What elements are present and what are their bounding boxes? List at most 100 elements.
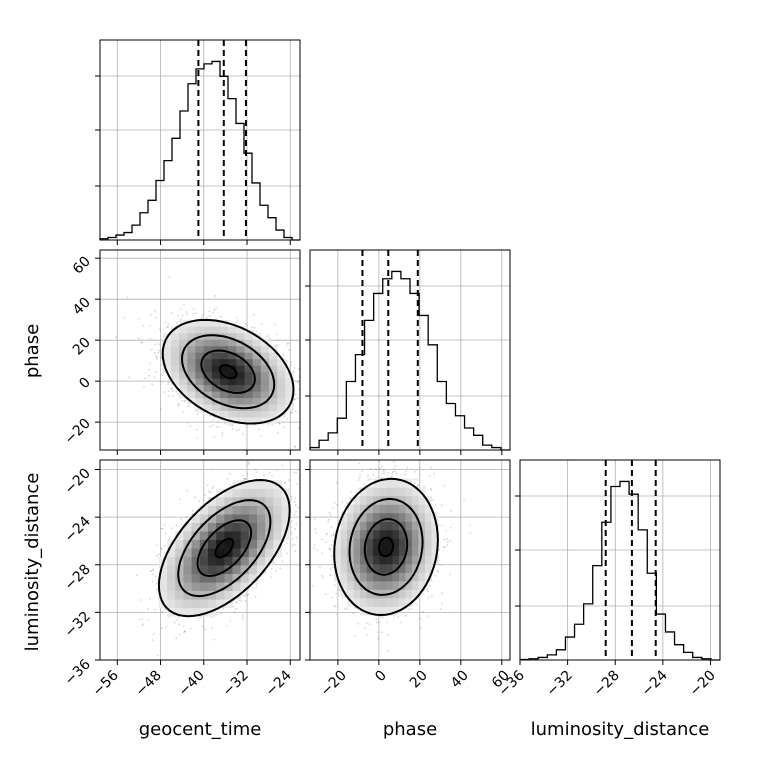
scatter-luminosity-distance-vs-geocent-time-point: [288, 479, 290, 481]
scatter-phase-vs-geocent-time-density-cell: [195, 378, 204, 386]
scatter-luminosity-distance-vs-geocent-time-density-cell: [240, 514, 250, 523]
scatter-luminosity-distance-vs-geocent-time-density-cell: [207, 599, 217, 609]
scatter-phase-vs-geocent-time-point: [196, 413, 199, 416]
scatter-luminosity-distance-vs-geocent-time-point: [202, 499, 205, 502]
scatter-luminosity-distance-vs-geocent-time-density-cell: [273, 539, 282, 549]
scatter-phase-vs-geocent-time-point: [115, 336, 118, 339]
y-tick-label-phase-3: 0: [76, 375, 94, 393]
scatter-phase-vs-geocent-time-density-cell: [285, 378, 294, 386]
scatter-luminosity-distance-vs-geocent-time-point: [176, 618, 179, 621]
scatter-phase-vs-geocent-time-point: [289, 361, 292, 364]
scatter-phase-vs-geocent-time-density-cell: [252, 358, 262, 366]
scatter-phase-vs-geocent-time-density-cell: [228, 397, 237, 405]
x-tick-label-ld-2: −28: [591, 668, 623, 700]
scatter-luminosity-distance-vs-geocent-time-point: [185, 516, 188, 519]
scatter-phase-vs-geocent-time-point: [168, 395, 170, 398]
scatter-luminosity-distance-vs-geocent-time-density-cell: [232, 505, 242, 515]
scatter-phase-vs-geocent-time-density-cell: [219, 378, 229, 386]
hist-geocent-time-bin-20: [260, 205, 268, 240]
scatter-phase-vs-geocent-time-density-cell: [211, 391, 221, 399]
scatter-luminosity-distance-vs-geocent-time-density-cell: [281, 531, 291, 540]
scatter-phase-vs-geocent-time-density-cell: [211, 410, 221, 418]
scatter-phase-vs-geocent-time-density-cell: [162, 339, 172, 347]
scatter-luminosity-distance-vs-geocent-time-point: [247, 463, 250, 465]
scatter-phase-vs-geocent-time-density-cell: [244, 352, 254, 360]
y-tick-label-ld-2: −28: [62, 562, 94, 594]
scatter-luminosity-distance-vs-geocent-time-point: [293, 514, 296, 517]
hist-luminosity-distance-bin-6: [575, 624, 584, 660]
scatter-phase-vs-geocent-time-point: [158, 343, 161, 346]
x-tick-label-ld-4: −20: [687, 668, 719, 700]
scatter-luminosity-distance-vs-geocent-time-point: [156, 654, 159, 657]
scatter-luminosity-distance-vs-geocent-time-point: [252, 587, 254, 589]
scatter-luminosity-distance-vs-geocent-time-density-cell: [265, 556, 274, 566]
scatter-luminosity-distance-vs-geocent-time-density-cell: [183, 599, 193, 609]
scatter-luminosity-distance-vs-geocent-time-density-cell: [167, 590, 176, 600]
scatter-phase-vs-geocent-time-density-cell: [228, 410, 237, 418]
scatter-luminosity-distance-vs-geocent-time-density-cell: [158, 565, 168, 575]
scatter-phase-vs-geocent-time-point: [244, 323, 247, 325]
scatter-phase-vs-geocent-time-density-cell: [228, 371, 237, 379]
scatter-luminosity-distance-vs-geocent-time-density-cell: [199, 531, 209, 540]
scatter-phase-vs-geocent-time-density-cell: [236, 410, 245, 418]
scatter-phase-vs-geocent-time-point: [252, 330, 254, 333]
scatter-phase-vs-geocent-time-point: [165, 326, 168, 328]
scatter-luminosity-distance-vs-geocent-time-point: [297, 506, 300, 509]
scatter-luminosity-distance-vs-geocent-time-density-cell: [183, 531, 193, 540]
scatter-phase-vs-geocent-time-point: [296, 380, 299, 382]
scatter-phase-vs-geocent-time-point: [276, 339, 279, 341]
scatter-phase-vs-geocent-time-point: [215, 425, 218, 428]
scatter-luminosity-distance-vs-geocent-time-density-cell: [216, 548, 225, 558]
scatter-phase-vs-geocent-time-density-cell: [195, 319, 204, 327]
scatter-luminosity-distance-vs-geocent-time-density-cell: [216, 531, 225, 540]
scatter-luminosity-distance-vs-geocent-time-point: [141, 618, 144, 620]
scatter-phase-vs-geocent-time-point: [183, 303, 185, 306]
scatter-luminosity-distance-vs-geocent-time-point: [156, 544, 159, 547]
scatter-phase-vs-geocent-time-point: [311, 442, 313, 444]
scatter-phase-vs-geocent-time-density-cell: [260, 345, 270, 353]
scatter-phase-vs-geocent-time-point: [255, 330, 258, 333]
scatter-luminosity-distance-vs-geocent-time-point: [208, 490, 210, 492]
scatter-luminosity-distance-vs-geocent-time-point: [202, 625, 204, 628]
scatter-luminosity-distance-vs-geocent-time-density-cell: [167, 556, 176, 566]
hist-geocent-time-bin-19: [252, 183, 260, 240]
scatter-phase-vs-geocent-time-point: [224, 422, 227, 425]
scatter-phase-vs-geocent-time-density-cell: [236, 365, 245, 373]
scatter-luminosity-distance-vs-geocent-time-point: [208, 491, 211, 494]
scatter-phase-vs-geocent-time-point: [251, 326, 254, 329]
scatter-phase-vs-geocent-time-point: [260, 435, 262, 437]
scatter-phase-vs-geocent-time-density-cell: [187, 371, 196, 379]
scatter-phase-vs-geocent-time-density-cell: [195, 365, 204, 373]
scatter-luminosity-distance-vs-geocent-time-point: [151, 568, 154, 571]
scatter-luminosity-distance-vs-geocent-time-density-cell: [257, 565, 266, 575]
scatter-phase-vs-geocent-time-density-cell: [260, 417, 270, 424]
scatter-luminosity-distance-vs-geocent-time: [95, 459, 301, 665]
scatter-phase-vs-geocent-time-point: [287, 342, 290, 345]
hist-luminosity-distance-outline: [519, 480, 720, 661]
hist-phase-bin-15: [446, 404, 455, 450]
scatter-phase-vs-geocent-time-density-cell: [260, 352, 270, 360]
scatter-phase-vs-geocent-time-point: [194, 312, 197, 315]
scatter-phase-vs-geocent-time-point: [278, 422, 281, 425]
scatter-phase-vs-geocent-time-point: [168, 275, 171, 278]
scatter-phase-vs-geocent-time-density-cell: [236, 384, 245, 392]
scatter-luminosity-distance-vs-geocent-time-density-cell: [232, 573, 242, 583]
scatter-phase-vs-geocent-time-point: [159, 328, 161, 331]
scatter-luminosity-distance-vs-geocent-time-point: [255, 583, 258, 585]
scatter-phase-vs-geocent-time-density-cell: [195, 352, 204, 360]
scatter-luminosity-distance-vs-geocent-time-density-cell: [158, 582, 168, 592]
scatter-phase-vs-geocent-time-point: [170, 388, 173, 390]
scatter-phase-vs-geocent-time-point: [179, 308, 182, 310]
scatter-phase-vs-geocent-time-point: [154, 343, 157, 346]
hist-geocent-time-bin-3: [124, 233, 132, 240]
scatter-phase-vs-geocent-time-density-cell: [219, 326, 229, 334]
scatter-luminosity-distance-vs-geocent-time-density-cell: [175, 531, 184, 540]
scatter-phase-vs-geocent-time-density-cell: [252, 339, 262, 347]
scatter-phase-vs-geocent-time-point: [312, 400, 314, 402]
scatter-phase-vs-geocent-time-point: [208, 310, 211, 313]
scatter-luminosity-distance-vs-geocent-time-point: [222, 607, 225, 610]
scatter-luminosity-distance-vs-geocent-time-point: [293, 471, 295, 474]
scatter-luminosity-distance-vs-geocent-time-point: [158, 553, 161, 556]
scatter-phase-vs-geocent-time-density-cell: [277, 365, 286, 373]
scatter-phase-vs-geocent-time-point: [266, 335, 269, 338]
